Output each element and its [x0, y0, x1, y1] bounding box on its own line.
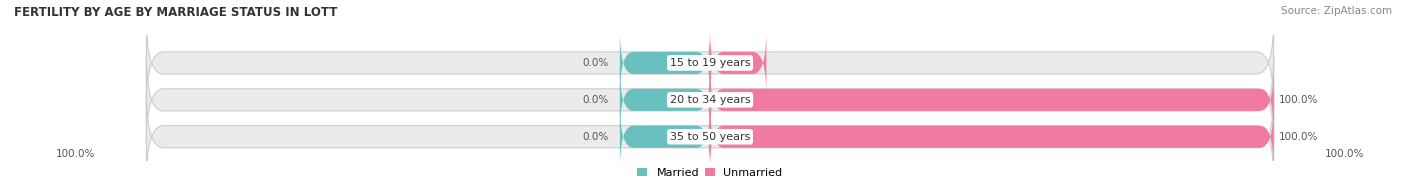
Text: FERTILITY BY AGE BY MARRIAGE STATUS IN LOTT: FERTILITY BY AGE BY MARRIAGE STATUS IN L… [14, 6, 337, 19]
FancyBboxPatch shape [710, 67, 1274, 133]
Text: 0.0%: 0.0% [582, 95, 609, 105]
Text: 15 to 19 years: 15 to 19 years [669, 58, 751, 68]
FancyBboxPatch shape [146, 19, 1274, 107]
FancyBboxPatch shape [620, 67, 710, 133]
Text: Source: ZipAtlas.com: Source: ZipAtlas.com [1281, 6, 1392, 16]
Text: 100.0%: 100.0% [1279, 132, 1319, 142]
Text: 100.0%: 100.0% [1279, 95, 1319, 105]
FancyBboxPatch shape [146, 93, 1274, 181]
Text: 20 to 34 years: 20 to 34 years [669, 95, 751, 105]
FancyBboxPatch shape [620, 30, 710, 96]
Legend: Married, Unmarried: Married, Unmarried [637, 168, 783, 178]
FancyBboxPatch shape [710, 30, 766, 96]
Text: 100.0%: 100.0% [56, 149, 96, 159]
FancyBboxPatch shape [146, 56, 1274, 144]
Text: 0.0%: 0.0% [582, 132, 609, 142]
Text: 0.0%: 0.0% [582, 58, 609, 68]
Text: 100.0%: 100.0% [1324, 149, 1364, 159]
FancyBboxPatch shape [620, 103, 710, 170]
Text: 35 to 50 years: 35 to 50 years [669, 132, 751, 142]
FancyBboxPatch shape [710, 103, 1274, 170]
